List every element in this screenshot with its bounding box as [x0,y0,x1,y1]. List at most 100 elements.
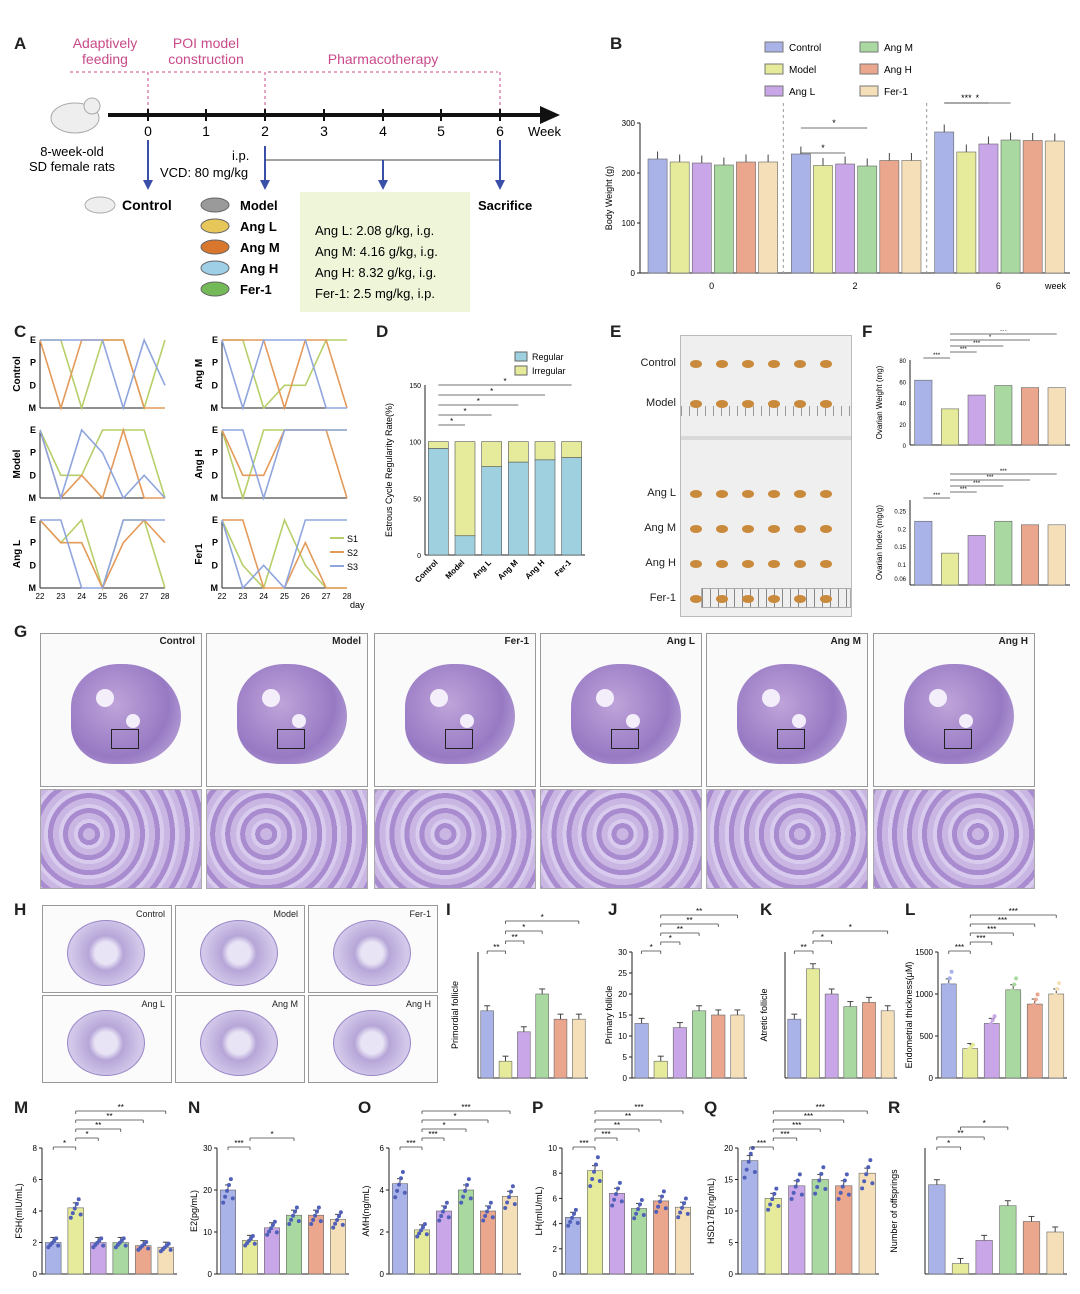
data-point [68,1215,73,1220]
ovary-specimen [794,400,806,408]
data-point [815,1185,820,1190]
bar-regular-ang-h [534,459,556,556]
ovary-specimen [742,525,754,533]
bar-ang-m [994,520,1013,586]
group-fer-1: Fer-1 [240,282,272,297]
bar-fer-1 [572,1018,586,1079]
y-axis-label: Ovarian Weight (mg) [875,365,884,439]
phase-adaptive-feeding: Adaptively feeding [73,35,138,67]
significance-mark: *** [234,1139,243,1148]
panel-letter-m: M [14,1098,29,1117]
data-point [595,1155,600,1160]
bar-ang-l [824,993,839,1079]
data-point [395,1188,400,1193]
data-point [663,1206,668,1211]
significance-mark: *** [933,493,941,499]
data-point [287,1222,292,1227]
panel-letter-p: P [532,1098,544,1117]
data-point [252,1241,257,1246]
ytick-label: 80 [899,359,906,365]
data-point [437,1218,442,1223]
significance-mark: * [522,923,525,932]
week-tick-4: 4 [379,123,387,139]
ytick-label: 0.06 [894,577,906,583]
data-point [632,1216,637,1221]
uterus-fer-1: Fer-1 [308,905,438,993]
y-axis-label: Primordial follicle [450,981,460,1049]
panel-letter-r: R [888,1098,901,1117]
data-point [402,1190,407,1195]
data-point [947,976,952,981]
data-point [417,1231,422,1236]
cycle-line-fer1-s3 [221,519,347,590]
data-point [990,1018,995,1023]
cycle-ylabel: M [211,583,219,593]
data-point [146,1246,151,1251]
bar-ang-m-week-6 [1000,139,1021,274]
ytick-label: 25 [618,969,627,978]
ovary-group-ang-l: Ang L [647,487,676,499]
significance-mark: *** [461,1104,470,1112]
significance-mark: * [832,118,836,128]
data-point [840,1184,845,1189]
bar-control [914,379,933,446]
significance-mark: * [669,934,672,943]
ovary-specimen [820,525,832,533]
significance-mark: ** [95,1121,101,1130]
data-point [1053,992,1058,997]
ytick-label: 150 [409,383,421,390]
xtick-label: 6 [996,281,1001,291]
data-point [573,1207,578,1212]
ovary-group-ang-h: Ang H [645,557,676,569]
bar-model [951,1263,970,1275]
ytick-label: 10 [203,1228,212,1237]
data-point [1008,994,1013,999]
bar-irregular-model [454,441,476,537]
data-point [821,1165,826,1170]
bar-control [914,520,933,586]
data-point [483,1214,488,1219]
data-point [1055,986,1060,991]
ytick-label: 0 [929,1074,934,1083]
ytick-label: 6 [33,1176,38,1185]
bar-regular-ang-l [481,466,502,556]
cycle-line-model-s2 [39,427,165,500]
significance-mark: *** [1009,908,1018,916]
histology-zoom-model [206,789,368,889]
ytick-label: 2 [33,1239,38,1248]
bar-irregular-ang-m [508,441,529,463]
bar-ang-h [711,1014,726,1079]
ovary-specimen [820,400,832,408]
ytick-label: 2 [553,1245,558,1254]
data-point [972,1049,977,1054]
legend-swatch-model [764,63,784,75]
uterus-title: Model [273,909,298,919]
cycle-xtick: 27 [322,592,331,601]
ovary-specimen [768,525,780,533]
cycle-line-control-s1 [40,339,166,411]
bar-irregular-ang-l [481,441,502,467]
data-point [744,1167,749,1172]
ovary-specimen [768,400,780,408]
uterus-title: Control [135,909,165,919]
uterus-title: Ang L [141,999,165,1009]
bar-ang-h [862,1002,876,1079]
data-point [772,1191,777,1196]
ytick-label: 2 [380,1228,385,1237]
legend-swatch-ang-l [764,85,784,97]
significance-mark: *** [804,1112,813,1121]
histology-title: Control [159,636,195,647]
data-point [72,1206,77,1211]
ovary-specimen [742,360,754,368]
ovary-specimen [794,560,806,568]
bar-model [653,1060,668,1079]
cycle-ylabel: P [30,448,36,458]
phase-poi-model: POI model construction [168,35,243,67]
data-point [481,1218,486,1223]
ytick-label: 30 [203,1144,212,1153]
data-point [838,1190,843,1195]
data-point [593,1162,598,1167]
bar-ang-m-week-0 [714,164,734,274]
y-axis-label: Primary follicle [604,986,614,1045]
significance-mark: *** [976,934,985,943]
